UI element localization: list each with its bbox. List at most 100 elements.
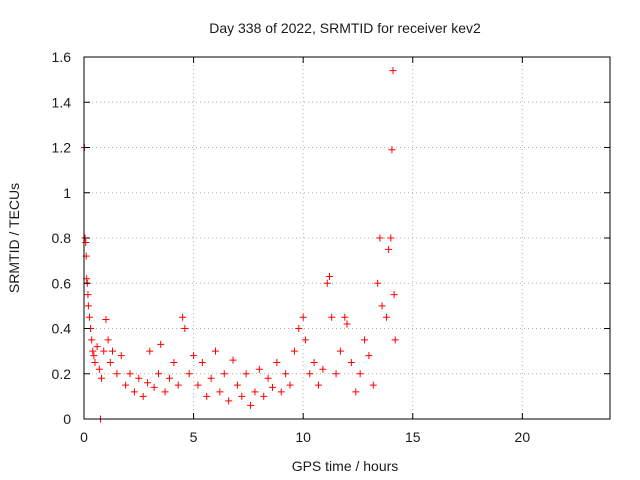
data-point (181, 325, 189, 332)
data-point (389, 67, 397, 75)
data-point (104, 336, 112, 344)
data-point (369, 381, 377, 389)
data-point (161, 388, 169, 396)
y-tick-label: 0.4 (52, 321, 72, 337)
data-point (144, 379, 152, 387)
data-point (361, 336, 369, 344)
data-point (90, 352, 98, 360)
data-point (277, 388, 285, 396)
data-point (84, 302, 92, 310)
data-point (268, 383, 276, 391)
data-point (212, 347, 219, 355)
data-point (378, 302, 386, 310)
y-tick-label: 0.2 (52, 366, 72, 382)
data-point (352, 388, 360, 396)
axis-ticks (83, 56, 610, 420)
data-point (207, 374, 215, 382)
data-point (117, 352, 125, 360)
data-point (106, 358, 114, 366)
data-point (328, 313, 336, 321)
data-point (306, 370, 314, 378)
data-point (264, 374, 272, 382)
data-point (190, 352, 198, 360)
data-point (174, 381, 182, 389)
x-tick-label: 10 (295, 429, 311, 445)
data-point (295, 325, 303, 332)
data-point (347, 358, 355, 366)
data-point (170, 358, 178, 366)
data-point (319, 365, 327, 373)
data-point (341, 313, 349, 321)
data-point (247, 401, 255, 409)
data-point (102, 315, 110, 323)
data-point (391, 336, 399, 344)
y-axis-label: SRMTID / TECUs (6, 183, 22, 293)
data-point (238, 392, 246, 400)
plot-frame (83, 56, 611, 420)
data-point (299, 313, 307, 321)
x-axis-label: GPS time / hours (292, 458, 399, 474)
data-point (150, 383, 158, 391)
data-point (126, 370, 134, 378)
data-point (260, 392, 268, 400)
data-point (332, 370, 340, 378)
y-tick-label: 0 (63, 411, 71, 427)
data-point (388, 146, 396, 154)
data-point (203, 392, 211, 400)
data-point (113, 370, 121, 378)
data-point (385, 245, 393, 253)
data-point (273, 358, 281, 366)
data-point (255, 365, 263, 373)
data-point (323, 279, 331, 287)
data-point (216, 388, 224, 396)
data-point (365, 352, 373, 360)
chart-title: Day 338 of 2022, SRMTID for receiver kev… (209, 20, 481, 36)
data-point (84, 291, 92, 299)
data-point (242, 370, 250, 378)
data-point (157, 340, 165, 348)
data-point (98, 374, 106, 382)
data-point (91, 358, 99, 366)
x-tick-label: 0 (80, 429, 88, 445)
data-point (382, 313, 390, 321)
data-point (155, 370, 163, 378)
data-point (376, 234, 384, 242)
data-point (229, 356, 237, 364)
data-point (130, 388, 138, 396)
data-point (194, 381, 202, 389)
data-point (286, 381, 294, 389)
data-point (179, 313, 187, 321)
data-point (93, 343, 101, 351)
x-tick-label: 20 (515, 429, 531, 445)
x-tick-label: 5 (190, 429, 198, 445)
data-point (220, 370, 228, 378)
data-point (301, 336, 309, 344)
data-point (89, 347, 97, 355)
data-point (251, 388, 259, 396)
data-point (139, 392, 147, 400)
data-point (282, 370, 290, 378)
grid-lines (84, 57, 610, 419)
data-point (198, 358, 206, 366)
y-tick-label: 1.2 (52, 140, 72, 156)
y-tick-label: 0.6 (52, 275, 72, 291)
data-point (88, 336, 96, 344)
data-point (315, 381, 323, 389)
data-point (146, 347, 154, 355)
data-point (343, 320, 351, 328)
data-point (82, 239, 90, 247)
data-point (356, 370, 364, 378)
data-point (290, 347, 298, 355)
data-point (108, 347, 116, 355)
data-point (336, 347, 344, 355)
data-point (310, 358, 318, 366)
y-tick-label: 1.6 (52, 49, 72, 65)
data-point (233, 381, 241, 389)
data-point (135, 374, 143, 382)
data-point (165, 374, 173, 382)
data-points (80, 67, 399, 423)
data-point (95, 365, 103, 373)
data-point (122, 381, 130, 389)
y-tick-label: 0.8 (52, 230, 72, 246)
